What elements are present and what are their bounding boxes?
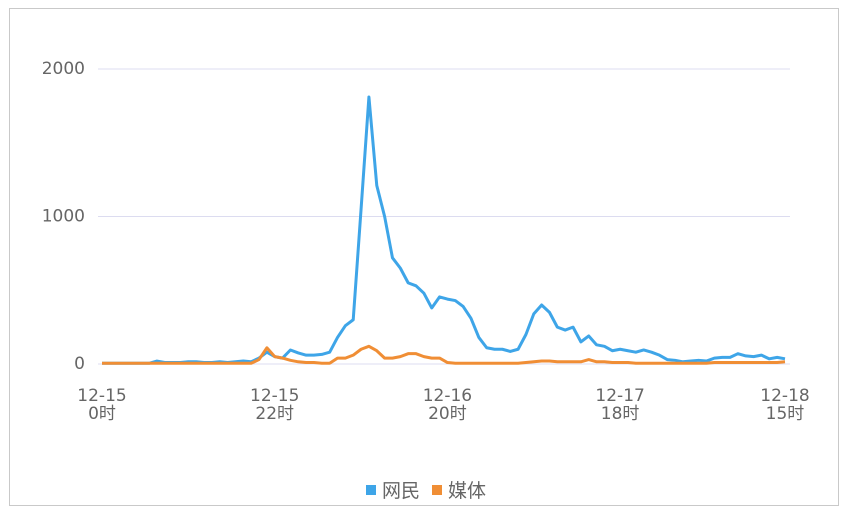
x-tick-label: 12-16 20时 (422, 386, 473, 424)
legend-label: 网民 (381, 480, 420, 502)
y-tick-label: 0 (74, 354, 85, 374)
legend: 网民 媒体 (0, 476, 852, 503)
y-tick-label: 1000 (42, 207, 85, 227)
x-tick-label: 12-18 15时 (760, 386, 810, 424)
y-tick-label: 2000 (42, 59, 85, 79)
legend-swatch (432, 485, 442, 495)
chart-frame (9, 8, 839, 506)
legend-swatch (365, 485, 376, 495)
x-tick-label: 12-15 22时 (250, 386, 300, 424)
legend-item: 媒体 (432, 476, 486, 503)
series-line (102, 95, 786, 365)
legend-item: 网民 (365, 476, 420, 503)
legend-label: 媒体 (448, 480, 487, 502)
x-tick-label: 12-17 18时 (595, 386, 645, 424)
series-line (102, 344, 786, 365)
x-tick-label: 12-15 0时 (77, 386, 127, 424)
